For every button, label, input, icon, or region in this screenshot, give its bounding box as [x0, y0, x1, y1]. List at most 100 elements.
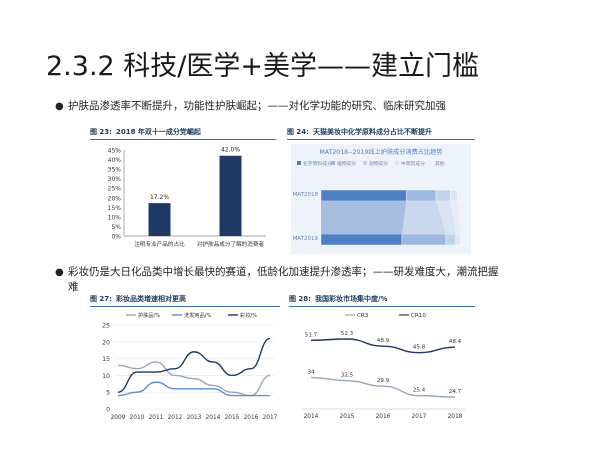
line-chart-27: 0 5 10 15 20 25 2009 2010 2011 2012 2013 2014 2015 20…	[102, 311, 278, 421]
legend-swatch	[395, 161, 399, 165]
bar	[148, 203, 171, 236]
legend-label: CR3	[357, 313, 369, 319]
x-tick-label: 2010	[130, 415, 145, 421]
y-tick-label: 20%	[108, 195, 122, 202]
y-tick-label: 30%	[108, 176, 122, 183]
chart-title: MAT2018--2019线上护肤成分消费占比趋势	[319, 148, 442, 156]
figure-28: 图 28: 我国彩妆市场集中度/% 2014 2015 2016 2017 2018 CR3…	[289, 293, 475, 425]
figure-28-caption: 图 28: 我国彩妆市场集中度/%	[289, 293, 475, 307]
y-tick-label: 10%	[108, 214, 122, 221]
flow-band	[457, 201, 463, 234]
figure-28-title: 我国彩妆市场集中度/%	[314, 295, 388, 303]
series-line	[117, 337, 271, 393]
legend-label: 植物成分	[337, 160, 356, 167]
legend-swatch	[429, 161, 433, 165]
legend-label: CR10	[411, 313, 426, 319]
x-tick-label: 2016	[244, 415, 259, 421]
y-tick-label: 45%	[108, 148, 122, 155]
bullet-1-text: 护肤品渗透率不断提升，功能性护肤崛起；——对化学功能的研究、临床研究加强	[68, 100, 446, 112]
figure-24: 图 24: 天猫美妆中化学原料成分占比不断提升 MAT2018--2019线上护肤…	[287, 126, 475, 260]
x-tick-label: 2014	[206, 415, 221, 421]
data-label: 34	[307, 370, 315, 376]
figure-24-caption: 图 24: 天猫美妆中化学原料成分占比不断提升	[287, 126, 475, 140]
bar-segment	[455, 233, 461, 246]
legend-label: 中草药成分	[401, 160, 425, 167]
legend-label: 其他	[435, 160, 445, 167]
y-tick-label: 5%	[111, 224, 121, 231]
bar-segment	[459, 233, 464, 246]
figure-23-number: 图 23:	[90, 128, 112, 136]
x-tick-label: 注明专业产品的占比	[134, 240, 185, 248]
bullet-dot-icon: ●	[55, 101, 64, 112]
data-label: 42.0%	[221, 147, 240, 154]
series-line	[117, 361, 271, 397]
y-tick-label: MAT2019	[293, 236, 319, 242]
y-tick-label: 10	[102, 373, 110, 380]
flow-band	[436, 201, 456, 234]
flow-band	[450, 201, 461, 234]
legend-label: 彩妆/%	[240, 311, 257, 319]
legend-swatch	[297, 161, 301, 165]
legend-label: 护肤品/%	[138, 311, 160, 319]
figure-27: 图 27: 彩妆品类增速相对更高 0 5 10 15 20 25 2009 2010 2011 20…	[90, 293, 280, 425]
figure-24-title: 天猫美妆中化学原料成分占比不断提升	[312, 128, 432, 136]
figure-23-title: 2018 年双十一成分党崛起	[115, 128, 201, 136]
figure-27-title: 彩妆品类增速相对更高	[115, 295, 186, 303]
series-line	[117, 381, 270, 397]
x-tick-label: 2011	[149, 415, 164, 421]
bullet-2-line1: 彩妆仍是大日化品类中增长最快的赛道，低龄化加速提升渗透率；——研发难度大，潮流把…	[68, 266, 499, 278]
x-tick-label: 对护肤品成分了解的消费者	[197, 240, 265, 248]
series-line	[310, 338, 456, 354]
legend-label: 化学原料成分	[303, 160, 332, 167]
line-chart-28: 2014 2015 2016 2017 2018 CR3 34 32.5 29.9 25.4 24.…	[301, 313, 465, 420]
bullet-2-line2: 难	[68, 281, 79, 293]
bar-segment	[320, 189, 407, 202]
x-tick-label: 2016	[376, 414, 391, 420]
y-tick-label: 25%	[108, 186, 122, 193]
y-tick-label: 0%	[111, 234, 121, 241]
bar-segment	[405, 189, 437, 202]
data-label: 48.9	[377, 338, 390, 344]
legend-label: 动物成分	[369, 160, 388, 167]
bullet-1: ● 护肤品渗透率不断提升，功能性护肤崛起；——对化学功能的研究、临床研究加强	[55, 99, 588, 114]
legend-label: 洗发用品/%	[184, 311, 211, 319]
x-tick-label: 2015	[340, 414, 355, 420]
data-label: 45.8	[413, 345, 426, 351]
x-tick-label: 2015	[225, 415, 240, 421]
bar-segment	[457, 189, 464, 202]
x-tick-label: 2009	[111, 415, 126, 421]
bar-segment	[320, 233, 403, 246]
figure-23: 图 23: 2018 年双十一成分党崛起 0% 5% 10% 15% 20% 25% 30% 3…	[90, 126, 276, 260]
x-tick-label: 2012	[168, 415, 183, 421]
y-tick-label: 40%	[108, 157, 122, 164]
x-tick-label: 2014	[304, 414, 319, 420]
bar-segment	[445, 233, 457, 246]
bar-segment	[435, 189, 451, 202]
y-tick-label: 25	[102, 323, 110, 330]
data-label: 25.4	[413, 388, 426, 394]
y-tick-label: 5	[106, 390, 110, 397]
y-tick-label: MAT2018	[293, 192, 319, 198]
y-tick-label: 35%	[108, 167, 122, 174]
bullet-2: ● 彩妆仍是大日化品类中增长最快的赛道，低龄化加速提升渗透率；——研发难度大，潮…	[55, 265, 568, 295]
x-tick-label: 2017	[263, 415, 278, 421]
bar-segment	[401, 233, 447, 246]
data-label: 32.5	[341, 373, 354, 379]
x-tick-label: 2013	[187, 415, 202, 421]
page-title: 2.3.2 科技/医学+美学——建立门槛	[46, 51, 480, 82]
data-label: 51.7	[305, 332, 318, 338]
figure-23-caption: 图 23: 2018 年双十一成分党崛起	[90, 126, 276, 140]
y-tick-label: 15	[102, 356, 110, 363]
bar-chart-23: 0% 5% 10% 15% 20% 25% 30% 35% 40% 45% 17.2% 注明专业产品的…	[108, 147, 266, 248]
x-tick-label: 2018	[448, 414, 463, 420]
bar	[219, 155, 242, 236]
legend-swatch	[331, 161, 335, 165]
data-label: 29.9	[377, 378, 390, 384]
data-label: 17.2%	[150, 194, 169, 201]
figure-27-caption: 图 27: 彩妆品类增速相对更高	[90, 293, 280, 307]
bullet-dot-icon: ●	[55, 267, 64, 278]
data-label: 24.7	[449, 389, 462, 395]
figure-24-number: 图 24:	[287, 128, 309, 136]
y-tick-label: 0	[106, 407, 110, 414]
